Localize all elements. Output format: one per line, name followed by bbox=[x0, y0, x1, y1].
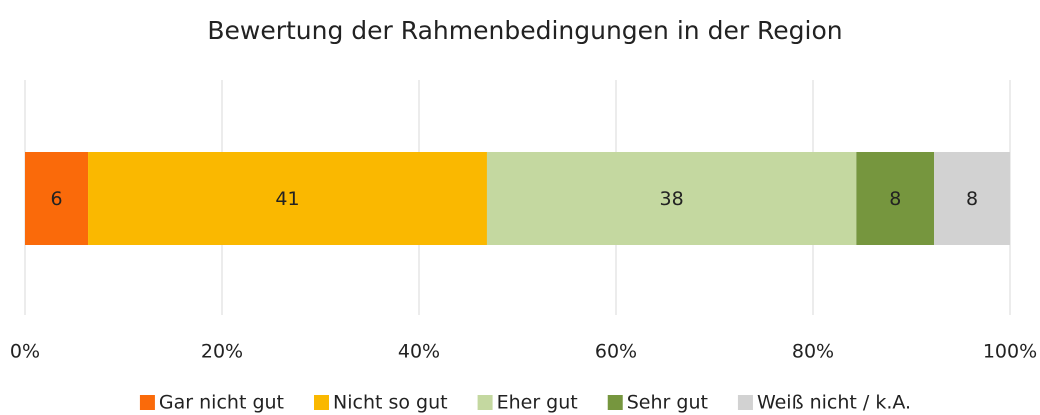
legend-swatch bbox=[477, 395, 493, 410]
x-tick-label: 60% bbox=[595, 341, 637, 363]
legend-swatch bbox=[607, 395, 623, 410]
legend-swatch bbox=[737, 395, 753, 410]
data-label: 8 bbox=[889, 188, 901, 210]
bar-segment bbox=[25, 152, 89, 245]
x-tick-label: 20% bbox=[201, 341, 243, 363]
bar-segment bbox=[934, 152, 1010, 245]
x-tick-label: 100% bbox=[983, 341, 1037, 363]
legend-label: Sehr gut bbox=[627, 392, 708, 414]
x-tick-label: 0% bbox=[10, 341, 40, 363]
x-tick-label: 80% bbox=[792, 341, 834, 363]
legend-swatch bbox=[314, 395, 329, 410]
data-label: 38 bbox=[660, 188, 684, 210]
x-tick-label: 40% bbox=[398, 341, 440, 363]
bar-segment bbox=[88, 152, 487, 245]
legend-label: Nicht so gut bbox=[333, 392, 448, 414]
bar-segment bbox=[856, 152, 935, 245]
legend-label: Gar nicht gut bbox=[159, 392, 284, 414]
legend-label: Eher gut bbox=[497, 392, 578, 414]
chart-title: Bewertung der Rahmenbedingungen in der R… bbox=[207, 16, 842, 45]
bar-segment bbox=[486, 152, 857, 245]
data-label: 41 bbox=[275, 188, 299, 210]
legend-label: Weiß nicht / k.A. bbox=[757, 392, 911, 414]
data-label: 6 bbox=[50, 188, 62, 210]
legend-swatch bbox=[139, 395, 155, 410]
data-label: 8 bbox=[966, 188, 978, 210]
